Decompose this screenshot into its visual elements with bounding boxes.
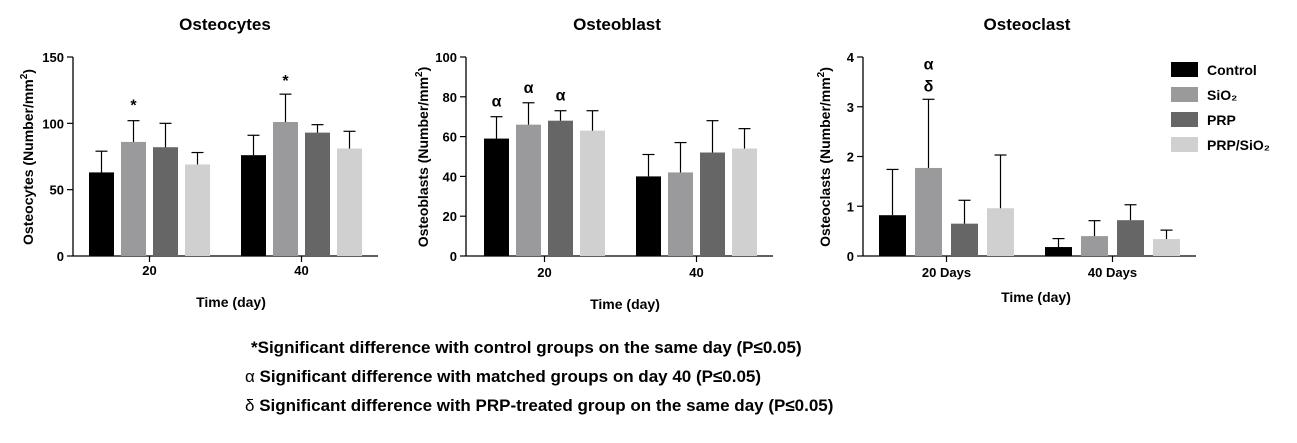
significance-marker: * [282,73,289,90]
bar [915,167,942,256]
bar [951,223,978,256]
y-tick-label: 3 [847,100,854,115]
y-tick-label: 4 [847,50,855,65]
bar [305,132,330,256]
y-tick-label: 100 [435,50,457,65]
legend-label: Control [1207,62,1257,78]
bar [153,147,178,256]
bar [1117,220,1144,256]
legend-swatch [1171,87,1198,102]
note-text: Significant difference with matched grou… [254,367,762,386]
bar [337,148,362,256]
bar [700,152,725,256]
legend-swatch [1171,112,1198,127]
y-tick-label: 1 [847,199,854,214]
bar [185,164,210,256]
significance-marker: α [524,80,534,97]
chart-panel: Osteocytes Osteocytes (Number/mm2) Time (d… [19,15,378,310]
significance-marker: α [556,88,566,105]
note-text: Significant difference with PRP-treated … [254,396,834,415]
y-tick-label: 80 [443,90,457,105]
y-tick-label: 0 [57,249,64,264]
bar [89,172,114,256]
x-tick-label: 20 [537,265,551,280]
significance-marker: δ [924,78,934,95]
significance-marker: * [130,98,137,115]
bar [668,172,693,256]
chart-title: Osteoblast [573,15,661,34]
x-tick-label: 40 [689,265,703,280]
legend-label: SiO₂ [1207,87,1237,103]
bar [1081,236,1108,256]
y-axis-label: Osteoclasts (Number/mm2) [816,67,833,247]
legend-label: PRP [1207,112,1236,128]
x-tick-label: 40 [294,263,308,278]
bar [273,122,298,256]
y-tick-label: 2 [847,150,854,165]
legend-swatch [1171,62,1198,77]
y-axis-label: Osteocytes (Number/mm2) [19,69,36,245]
x-tick-label: 20 [142,263,156,278]
y-tick-label: 50 [50,183,64,198]
note-line: δ Significant difference with PRP-treate… [245,391,833,420]
note-symbol: α [245,367,255,386]
x-axis-label: Time (day) [1001,289,1071,305]
bar [1045,247,1072,256]
x-tick-label: 40 Days [1088,265,1137,280]
bar [879,215,906,256]
bar [121,141,146,256]
note-symbol: * [251,338,258,357]
chart-panel: Osteoclast Osteoclasts (Number/mm2) Time (… [816,15,1196,305]
y-tick-label: 150 [42,50,64,65]
bar [484,138,509,256]
note-symbol: δ [245,396,255,415]
y-tick-label: 60 [443,130,457,145]
bar [1153,239,1180,256]
chart-title: Osteocytes [179,15,271,34]
y-tick-label: 20 [443,209,457,224]
bar [548,120,573,257]
bar [580,130,605,256]
y-tick-label: 100 [42,116,64,131]
bar [241,155,266,256]
y-tick-label: 40 [443,169,457,184]
y-axis-label: Osteoblasts (Number/mm2) [414,67,431,248]
chart-panel: Osteoblast Osteoblasts (Number/mm2) Time (… [414,15,773,312]
legend: Control SiO₂ PRP PRP/SiO₂ [1171,62,1270,153]
x-axis-label: Time (day) [196,294,266,310]
x-tick-label: 20 Days [922,265,971,280]
x-axis-label: Time (day) [590,296,660,312]
bar [732,148,757,256]
bar [987,208,1014,256]
legend-label: PRP/SiO₂ [1207,137,1270,153]
note-line: *Significant difference with control gro… [251,333,833,362]
bar [516,124,541,256]
significance-notes: *Significant difference with control gro… [245,333,833,420]
note-text: Significant difference with control grou… [257,338,802,357]
bar [636,176,661,256]
chart-title: Osteoclast [984,15,1071,34]
significance-marker: α [924,56,934,73]
y-tick-label: 0 [847,249,854,264]
y-tick-label: 0 [450,249,457,264]
significance-marker: α [492,94,502,111]
note-line: α Significant difference with matched gr… [245,362,833,391]
legend-swatch [1171,137,1198,152]
